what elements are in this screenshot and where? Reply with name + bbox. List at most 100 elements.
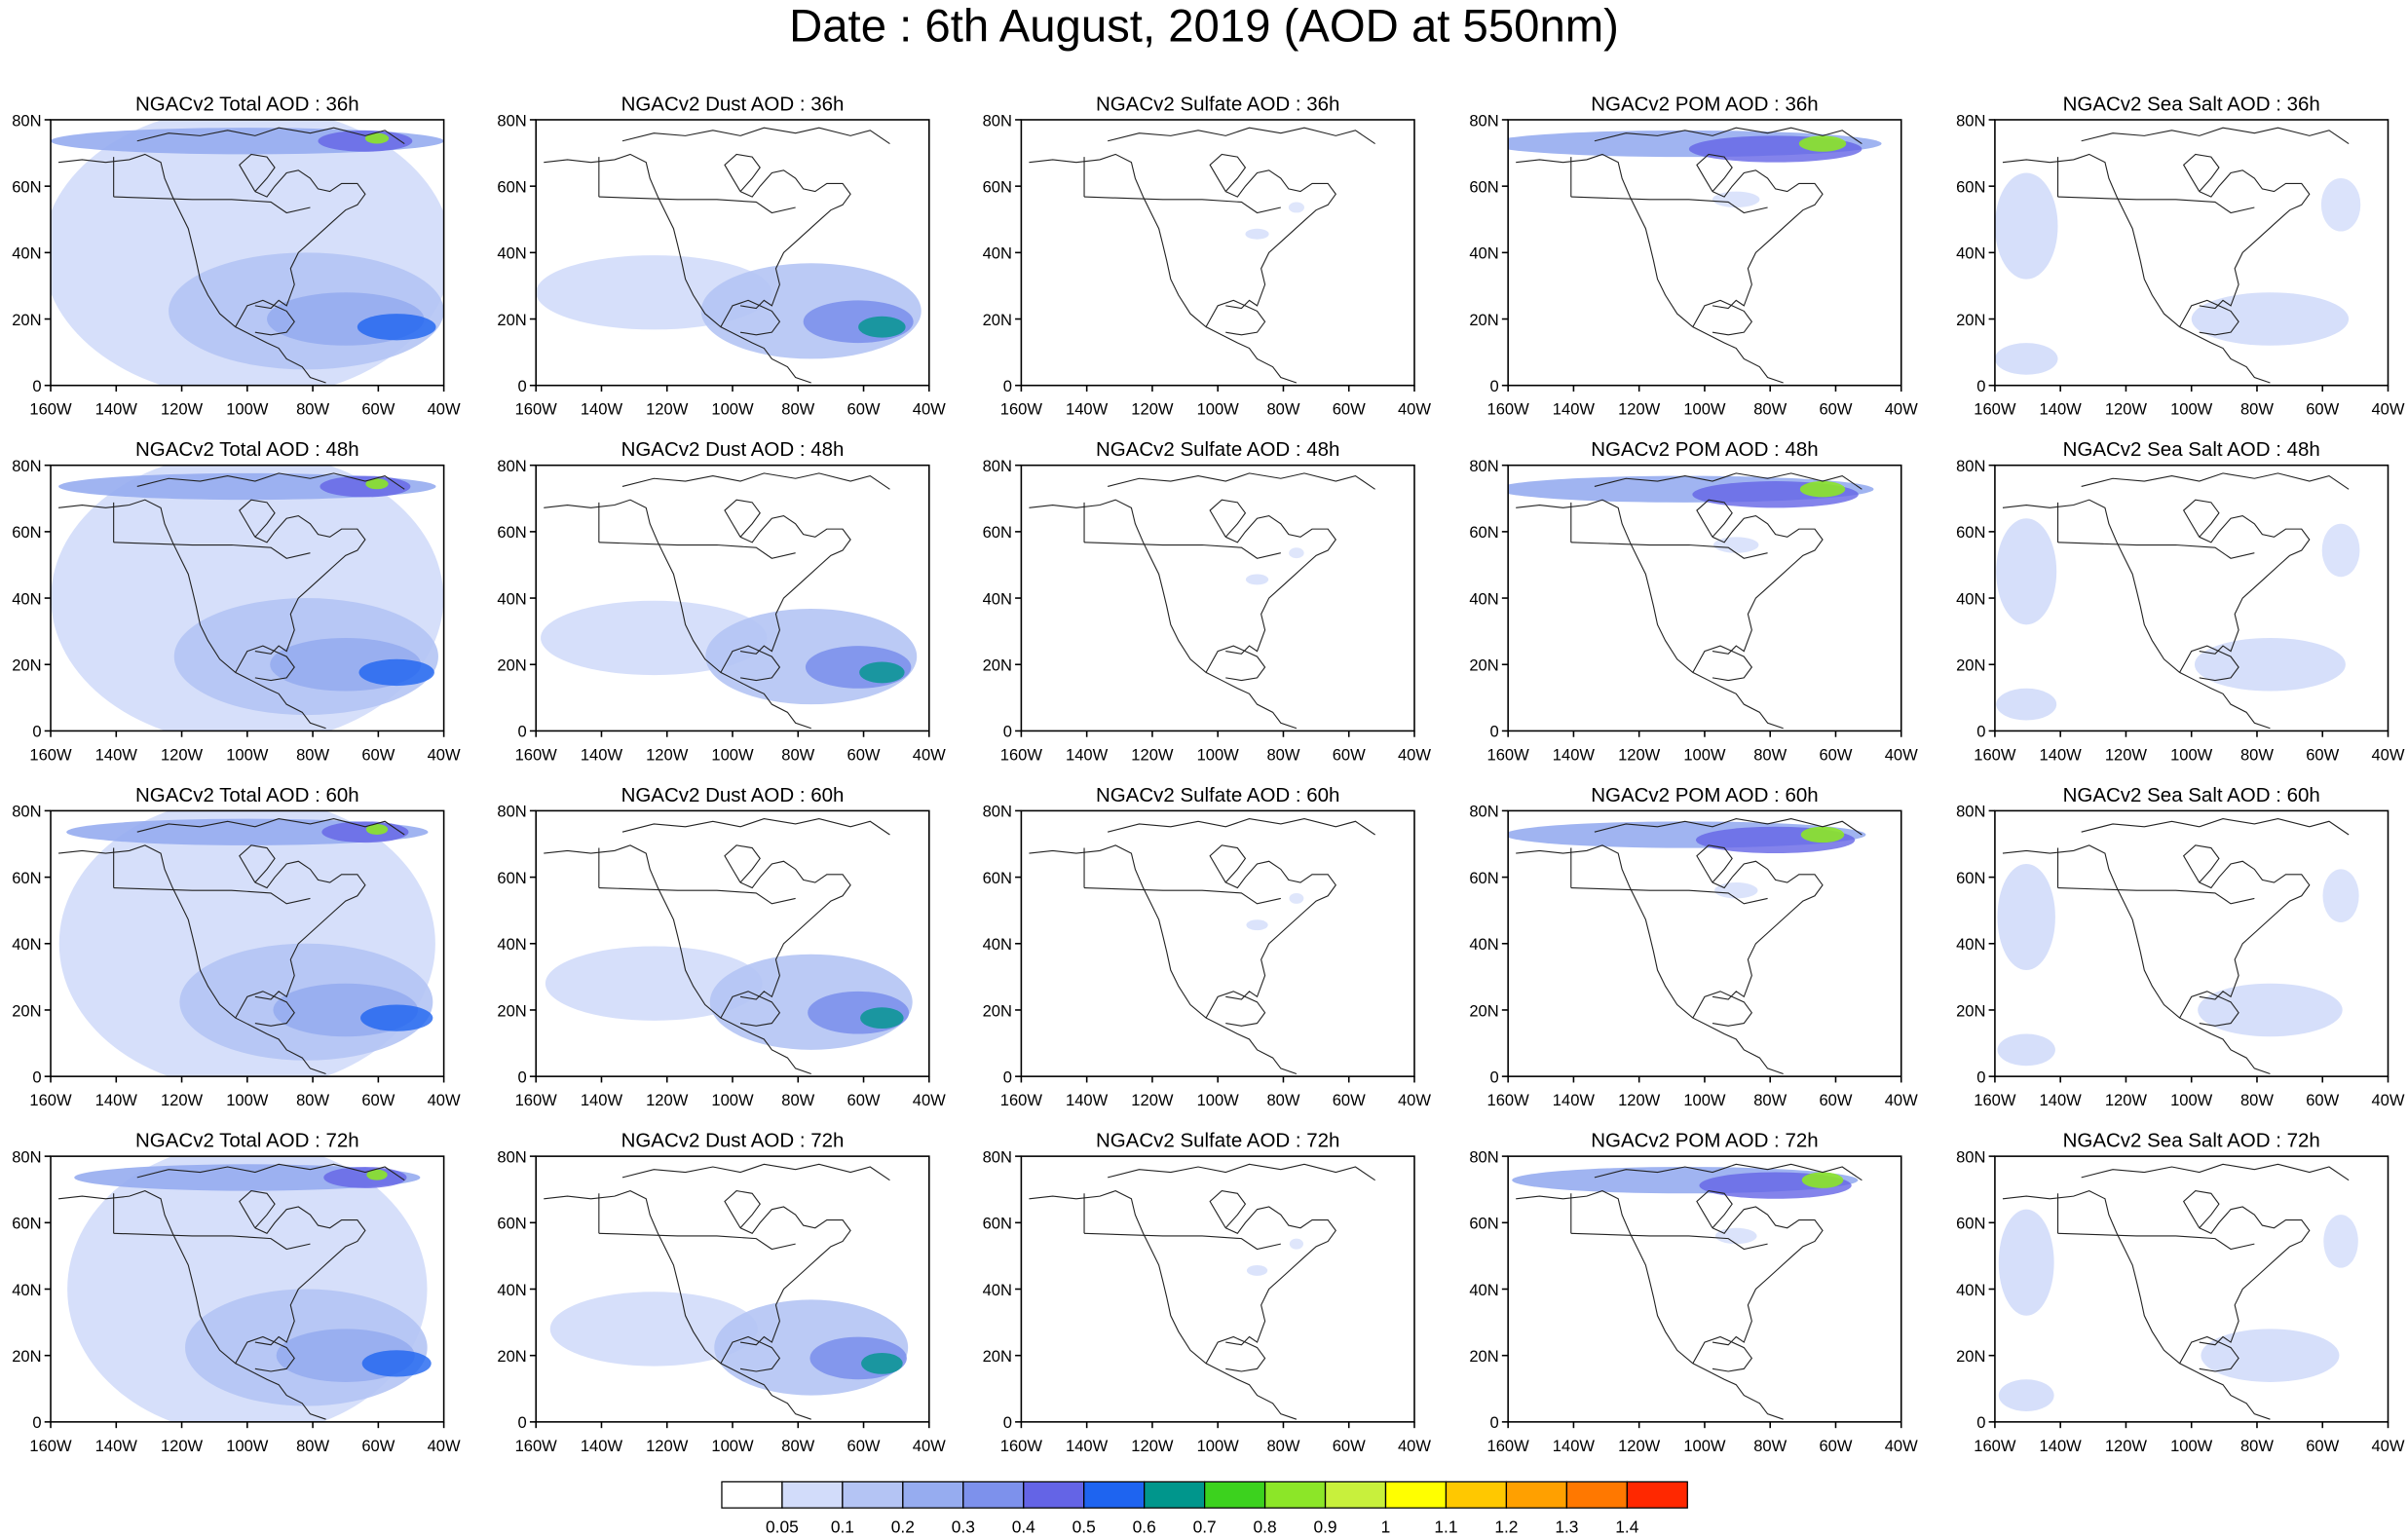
aod-plume xyxy=(361,1350,432,1377)
x-tick-label: 160W xyxy=(1000,400,1043,419)
y-tick-label: 80N xyxy=(983,457,1012,475)
arctic-coast xyxy=(621,818,890,836)
gulf-coast xyxy=(235,299,295,336)
gulf-coast xyxy=(1205,991,1266,1027)
x-tick-label: 120W xyxy=(1131,745,1174,764)
x-tick-label: 40W xyxy=(913,745,946,764)
coastline-east xyxy=(739,1206,851,1346)
panel-title: NGACv2 POM AOD : 60h xyxy=(1591,784,1818,806)
y-tick-label: 0 xyxy=(1489,723,1498,741)
x-tick-label: 100W xyxy=(1197,745,1240,764)
y-tick-label: 40N xyxy=(12,1281,41,1299)
x-tick-label: 60W xyxy=(1819,400,1852,419)
x-tick-label: 140W xyxy=(95,745,138,764)
y-tick-label: 40N xyxy=(983,1281,1012,1299)
y-tick-label: 60N xyxy=(1956,869,1985,887)
colorbar-label: 0.1 xyxy=(831,1517,854,1535)
x-tick-label: 120W xyxy=(2105,400,2148,419)
hudson-bay xyxy=(2182,153,2220,192)
aod-field xyxy=(1997,818,2359,1074)
aod-plume xyxy=(358,658,434,687)
y-tick-label: 0 xyxy=(1976,723,1985,741)
map-panel: NGACv2 Sulfate AOD : 60h 160W 140W 120W 100W… xyxy=(983,784,1432,1109)
x-tick-label: 160W xyxy=(1974,400,2016,419)
y-tick-label: 0 xyxy=(32,723,41,741)
coastline-west xyxy=(1516,499,1784,730)
x-tick-label: 40W xyxy=(1885,400,1918,419)
y-tick-label: 80N xyxy=(1469,457,1498,475)
map-background xyxy=(1994,1156,2389,1422)
y-tick-label: 40N xyxy=(1469,589,1498,608)
aod-plume xyxy=(2322,869,2359,922)
aod-plume xyxy=(1246,919,1268,931)
aod-plume xyxy=(2191,292,2350,346)
y-tick-label: 40N xyxy=(497,589,526,608)
hudson-bay xyxy=(724,844,761,883)
x-tick-label: 80W xyxy=(1266,1091,1299,1109)
colorbar-label: 1.2 xyxy=(1494,1517,1518,1535)
hudson-bay xyxy=(724,153,761,192)
y-tick-label: 80N xyxy=(983,803,1012,821)
x-tick-label: 80W xyxy=(296,745,329,764)
aod-plume xyxy=(1997,863,2055,971)
aod-plume xyxy=(1996,518,2057,625)
x-tick-label: 100W xyxy=(2170,400,2213,419)
x-tick-label: 80W xyxy=(2240,1091,2274,1109)
gulf-coast xyxy=(1205,645,1266,682)
map-panel: NGACv2 Sulfate AOD : 36h 160W 140W 120W 100W… xyxy=(983,94,1432,419)
colorbar-swatch xyxy=(1384,1480,1448,1509)
coastline-west xyxy=(58,153,326,384)
map-panel: NGACv2 POM AOD : 72h 160W 140W 120W 100W 80W 6… xyxy=(1469,1130,1918,1455)
colorbar-swatch xyxy=(962,1480,1025,1509)
y-tick-label: 20N xyxy=(1469,1347,1498,1366)
y-tick-label: 0 xyxy=(1489,1413,1498,1432)
aod-plume xyxy=(1801,1172,1844,1188)
y-tick-label: 0 xyxy=(32,1068,41,1086)
aod-plume xyxy=(2321,523,2360,578)
colorbar-label: 0.9 xyxy=(1313,1517,1336,1535)
gulf-coast xyxy=(235,645,295,682)
map-panel: NGACv2 Sea Salt AOD : 48h 160W 140W 120W 100… xyxy=(1956,438,2405,764)
y-tick-label: 80N xyxy=(12,457,41,475)
y-tick-label: 40N xyxy=(12,935,41,954)
y-tick-label: 80N xyxy=(497,457,526,475)
coastline-west xyxy=(2002,499,2271,730)
map-panel: NGACv2 Total AOD : 36h 160W 140W 120W 100W 80… xyxy=(12,94,461,419)
y-tick-label: 40N xyxy=(1956,1281,1985,1299)
aod-plume xyxy=(323,1167,407,1188)
coastline-east xyxy=(739,860,851,1000)
gulf-coast xyxy=(720,645,781,682)
arctic-coast xyxy=(1108,472,1375,490)
map-background xyxy=(1508,465,1901,731)
y-tick-label: 60N xyxy=(983,177,1012,196)
x-tick-label: 160W xyxy=(1974,745,2016,764)
coastline-east xyxy=(254,860,366,1000)
colorbar-swatch xyxy=(1144,1480,1206,1509)
panel-title: NGACv2 POM AOD : 72h xyxy=(1591,1130,1818,1152)
y-tick-label: 40N xyxy=(983,589,1012,608)
aod-plume xyxy=(1289,892,1304,904)
gulf-coast xyxy=(1692,645,1753,682)
x-tick-label: 80W xyxy=(2240,1437,2274,1455)
panel-title: NGACv2 Sulfate AOD : 72h xyxy=(1096,1130,1339,1152)
coastline-west xyxy=(2002,844,2271,1074)
colorbar-label: 0.8 xyxy=(1254,1517,1277,1535)
x-tick-label: 140W xyxy=(95,1091,138,1109)
x-tick-label: 60W xyxy=(847,400,881,419)
y-tick-label: 40N xyxy=(1469,1281,1498,1299)
panel-title: NGACv2 Dust AOD : 48h xyxy=(621,438,845,461)
panel-title: NGACv2 Sea Salt AOD : 60h xyxy=(2063,784,2320,806)
aod-field xyxy=(1508,818,1866,1074)
x-tick-label: 140W xyxy=(1553,400,1596,419)
x-tick-label: 120W xyxy=(646,1091,689,1109)
aod-field xyxy=(1029,818,1375,1074)
y-tick-label: 60N xyxy=(983,1215,1012,1233)
y-tick-label: 40N xyxy=(1469,244,1498,263)
x-tick-label: 40W xyxy=(913,1091,946,1109)
gulf-coast xyxy=(1692,991,1753,1027)
hudson-bay xyxy=(239,499,276,538)
panel-title: NGACv2 Dust AOD : 72h xyxy=(621,1130,845,1152)
x-tick-label: 40W xyxy=(1885,1091,1918,1109)
y-tick-label: 60N xyxy=(1469,523,1498,542)
x-tick-label: 80W xyxy=(781,1091,814,1109)
